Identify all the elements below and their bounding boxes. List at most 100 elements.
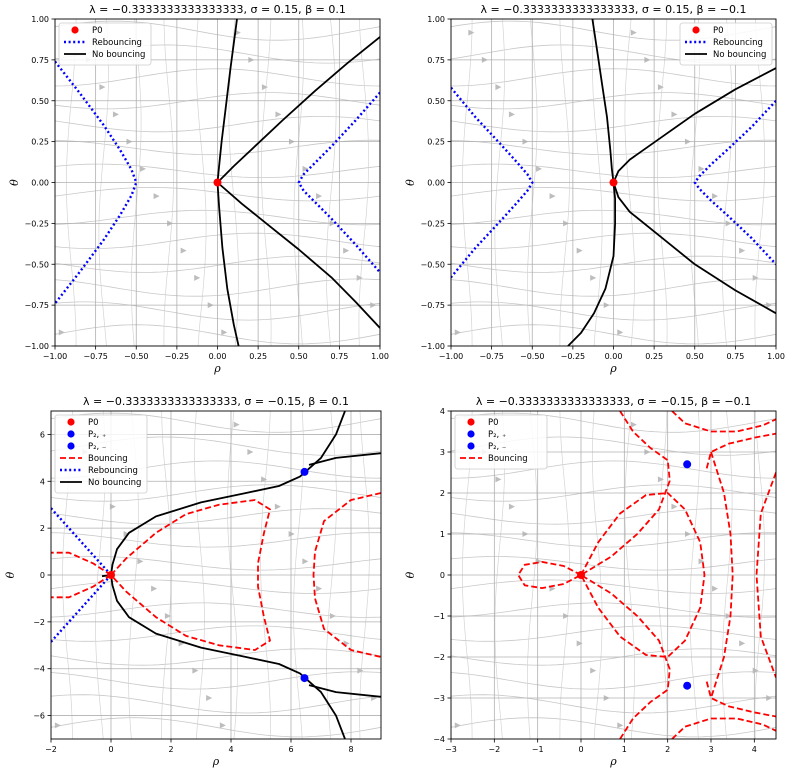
stream-arrow [590, 274, 597, 281]
chart-title: λ = −0.3333333333333333, σ = 0.15, β = 0… [89, 3, 346, 16]
streamline [51, 717, 381, 738]
point-p0 [609, 178, 618, 187]
stream-arrow [454, 329, 461, 336]
stream-arrow [454, 722, 461, 729]
streamline [451, 694, 776, 714]
legend: P0 Rebouncing No bouncing [679, 22, 773, 66]
streamline [51, 412, 381, 433]
streamline [51, 508, 381, 525]
x-tick-label: 0.00 [605, 352, 623, 361]
chart-panel-2: −1.00 −0.75 −0.50 −0.25 0.00 0.25 0.50 0.75 1.00… [404, 3, 785, 375]
bouncing-curve [51, 551, 112, 576]
legend-box [54, 414, 148, 494]
legend-label: P0 [713, 26, 724, 36]
x-tick-label: 4 [752, 745, 757, 754]
streamline [51, 694, 381, 714]
plot-area [55, 19, 380, 346]
stream-arrow [137, 558, 144, 565]
stream-arrow [112, 111, 119, 118]
no-bouncing-curve [216, 36, 380, 184]
stream-arrow [153, 193, 160, 200]
stream-arrow [54, 722, 61, 729]
y-tick-label: −1 [433, 612, 445, 621]
stream-arrow [508, 111, 515, 118]
point-p2 [300, 467, 309, 476]
bouncing-curve [705, 681, 776, 718]
point-p0 [107, 571, 115, 579]
legend-marker [692, 26, 700, 34]
bouncing-curve [705, 432, 776, 469]
streamline [51, 625, 381, 642]
y-tick-label: 0.00 [31, 179, 49, 188]
y-tick-label: 1.00 [31, 15, 49, 24]
x-tick-label: 2 [665, 745, 670, 754]
stream-arrow [151, 585, 158, 592]
chart-title: λ = −0.3333333333333333, σ = 0.15, β = −… [480, 3, 746, 16]
x-tick-label: 2 [168, 745, 173, 754]
bouncing-curve [755, 472, 776, 678]
streamline [51, 579, 381, 594]
y-tick-label: 2 [40, 524, 45, 533]
stream-arrow [194, 274, 201, 281]
y-tick-label: 0.00 [427, 179, 445, 188]
y-tick-label: −6 [33, 712, 45, 721]
plot-area [451, 411, 776, 739]
bouncing-curve [110, 499, 271, 651]
bouncing-curve [312, 492, 381, 658]
y-tick-label: −4 [433, 735, 445, 744]
y-tick-label: −2 [33, 618, 45, 627]
rebouncing-curve [51, 507, 112, 576]
x-axis-label: ρ [609, 362, 617, 375]
x-tick-label: 6 [288, 745, 293, 754]
stream-arrow [549, 193, 556, 200]
bouncing-curve [580, 411, 671, 576]
no-bouncing-curve [110, 411, 346, 576]
stream-arrow [712, 193, 719, 200]
legend-marker [71, 26, 79, 34]
rebouncing-curve [51, 574, 112, 643]
x-tick-label: 0.50 [686, 352, 704, 361]
stream-arrow [657, 84, 664, 91]
y-tick-label: 1.00 [427, 15, 445, 24]
stream-arrow [468, 29, 475, 36]
bouncing-curve [580, 492, 706, 658]
stream-arrow [206, 695, 213, 701]
y-tick-label: 4 [40, 477, 45, 486]
x-axis-label: ρ [609, 755, 617, 768]
x-tick-label: −2 [488, 745, 500, 754]
streamline [451, 717, 776, 738]
streamline [51, 532, 381, 548]
x-tick-label: 1 [622, 745, 627, 754]
x-tick-label: 0.00 [209, 352, 227, 361]
y-tick-label: −2 [433, 653, 445, 662]
stream-arrow [261, 84, 268, 91]
y-tick-label: 0.25 [31, 138, 49, 147]
streamline [451, 602, 776, 618]
legend-label: P0 [92, 26, 103, 36]
x-tick-label: −0.50 [124, 352, 149, 361]
y-tick-label: 1 [440, 530, 445, 539]
legend-label: No bouncing [713, 50, 766, 60]
rebouncing-curve [451, 86, 534, 279]
streamline [451, 579, 776, 594]
x-tick-label: −0.75 [479, 352, 504, 361]
legend-marker [67, 442, 75, 450]
rebouncing-curve [297, 91, 380, 274]
stream-arrow [221, 329, 228, 336]
bouncing-curve [580, 574, 671, 739]
stream-arrow [343, 247, 350, 254]
x-tick-label: 0.25 [645, 352, 663, 361]
rebouncing-curve [55, 60, 138, 305]
legend: P0 P₂, ₊ P₂, ₋ Bouncing [454, 414, 548, 470]
legend-label: Rebouncing [713, 38, 763, 48]
legend-label: P₂, ₊ [488, 430, 506, 440]
stream-arrow [357, 667, 364, 674]
point-p2 [683, 460, 692, 469]
streamline [51, 602, 381, 618]
x-tick-label: −3 [445, 745, 457, 754]
y-tick-label: −4 [33, 665, 45, 674]
x-axis-label: ρ [212, 755, 220, 768]
stream-arrow [164, 613, 171, 619]
chart-panel-1: −1.00 −0.75 −0.50 −0.25 0.00 0.25 0.50 0.75 1.00… [8, 3, 389, 375]
stream-arrow [99, 84, 106, 91]
